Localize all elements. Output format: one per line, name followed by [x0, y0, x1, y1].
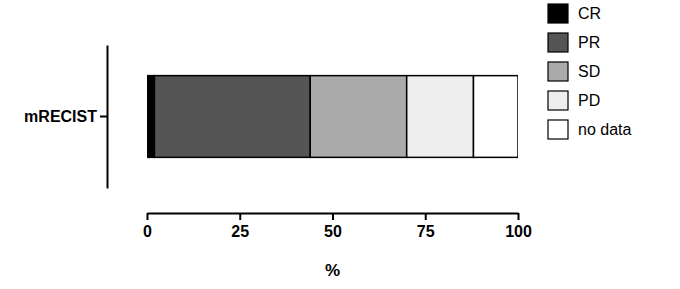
x-tick-label: 0 — [143, 223, 152, 240]
x-tick: 50 — [324, 213, 342, 240]
legend-swatch — [548, 62, 568, 81]
legend-label: PR — [578, 34, 600, 51]
chart: 0 25 50 75 100% mRECIST CR PR SD PD no data — [0, 0, 680, 289]
legend-label: CR — [578, 5, 601, 22]
legend-swatch — [548, 33, 568, 52]
x-axis: 0 25 50 75 100 — [143, 213, 532, 240]
legend: CR PR SD PD no data — [548, 4, 631, 139]
x-tick-label: 100 — [505, 223, 532, 240]
bar-segment — [473, 76, 518, 158]
legend-label: SD — [578, 63, 600, 80]
bar-segment — [310, 76, 406, 158]
bar-segment — [407, 76, 474, 158]
legend-swatch — [548, 4, 568, 23]
x-tick: 75 — [417, 213, 435, 240]
legend-swatch — [548, 120, 568, 139]
legend-label: no data — [578, 121, 631, 138]
x-tick-mark — [518, 213, 520, 220]
x-tick: 100 — [505, 213, 532, 240]
x-tick-label: 25 — [231, 223, 249, 240]
x-tick-mark — [239, 213, 241, 220]
legend-label: PD — [578, 92, 600, 109]
bar-segment — [147, 76, 154, 158]
x-tick: 25 — [231, 213, 249, 240]
legend-swatch — [548, 91, 568, 110]
x-axis-title: % — [325, 261, 340, 280]
x-tick-mark — [425, 213, 427, 220]
bar-segment — [154, 76, 310, 158]
bars — [147, 76, 518, 158]
y-tick: mRECIST — [24, 108, 107, 125]
x-tick: 0 — [143, 213, 152, 240]
y-tick-label: mRECIST — [24, 108, 97, 125]
x-tick-label: 50 — [324, 223, 342, 240]
y-tick-mark — [100, 116, 107, 118]
x-tick-label: 75 — [417, 223, 435, 240]
x-tick-mark — [332, 213, 334, 220]
x-tick-mark — [147, 213, 149, 220]
y-axis: mRECIST — [24, 46, 107, 189]
